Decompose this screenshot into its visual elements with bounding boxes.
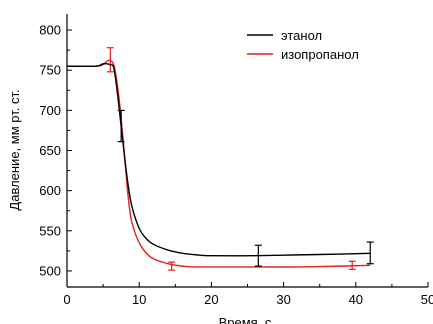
y-tick-label: 800 [39, 23, 61, 38]
x-tick-label: 20 [204, 292, 218, 307]
axes: 0 10 20 30 40 50 500 550 600 650 700 750 800 [39, 14, 433, 307]
y-tick-label: 650 [39, 143, 61, 158]
x-axis-label: Время, с [219, 315, 272, 324]
x-tick-label: 10 [132, 292, 146, 307]
x-tick-label: 40 [349, 292, 363, 307]
y-tick-label: 750 [39, 63, 61, 78]
series-line-etanol [66, 62, 371, 257]
y-tick-label: 600 [39, 183, 61, 198]
y-tick-label: 500 [39, 263, 61, 278]
legend-label-izopropanol: изопропанол [281, 47, 359, 62]
y-tick-label: 700 [39, 103, 61, 118]
x-tick-label: 30 [276, 292, 290, 307]
series-line-izopropanol [66, 59, 371, 268]
y-axis-label: Давление, мм рт. ст. [7, 89, 22, 210]
y-tick-label: 550 [39, 223, 61, 238]
x-tick-label: 0 [63, 292, 70, 307]
plot-lines [66, 47, 374, 271]
legend: этанол изопропанол [247, 28, 359, 62]
legend-label-etanol: этанол [281, 28, 322, 43]
x-tick-label: 50 [421, 292, 433, 307]
